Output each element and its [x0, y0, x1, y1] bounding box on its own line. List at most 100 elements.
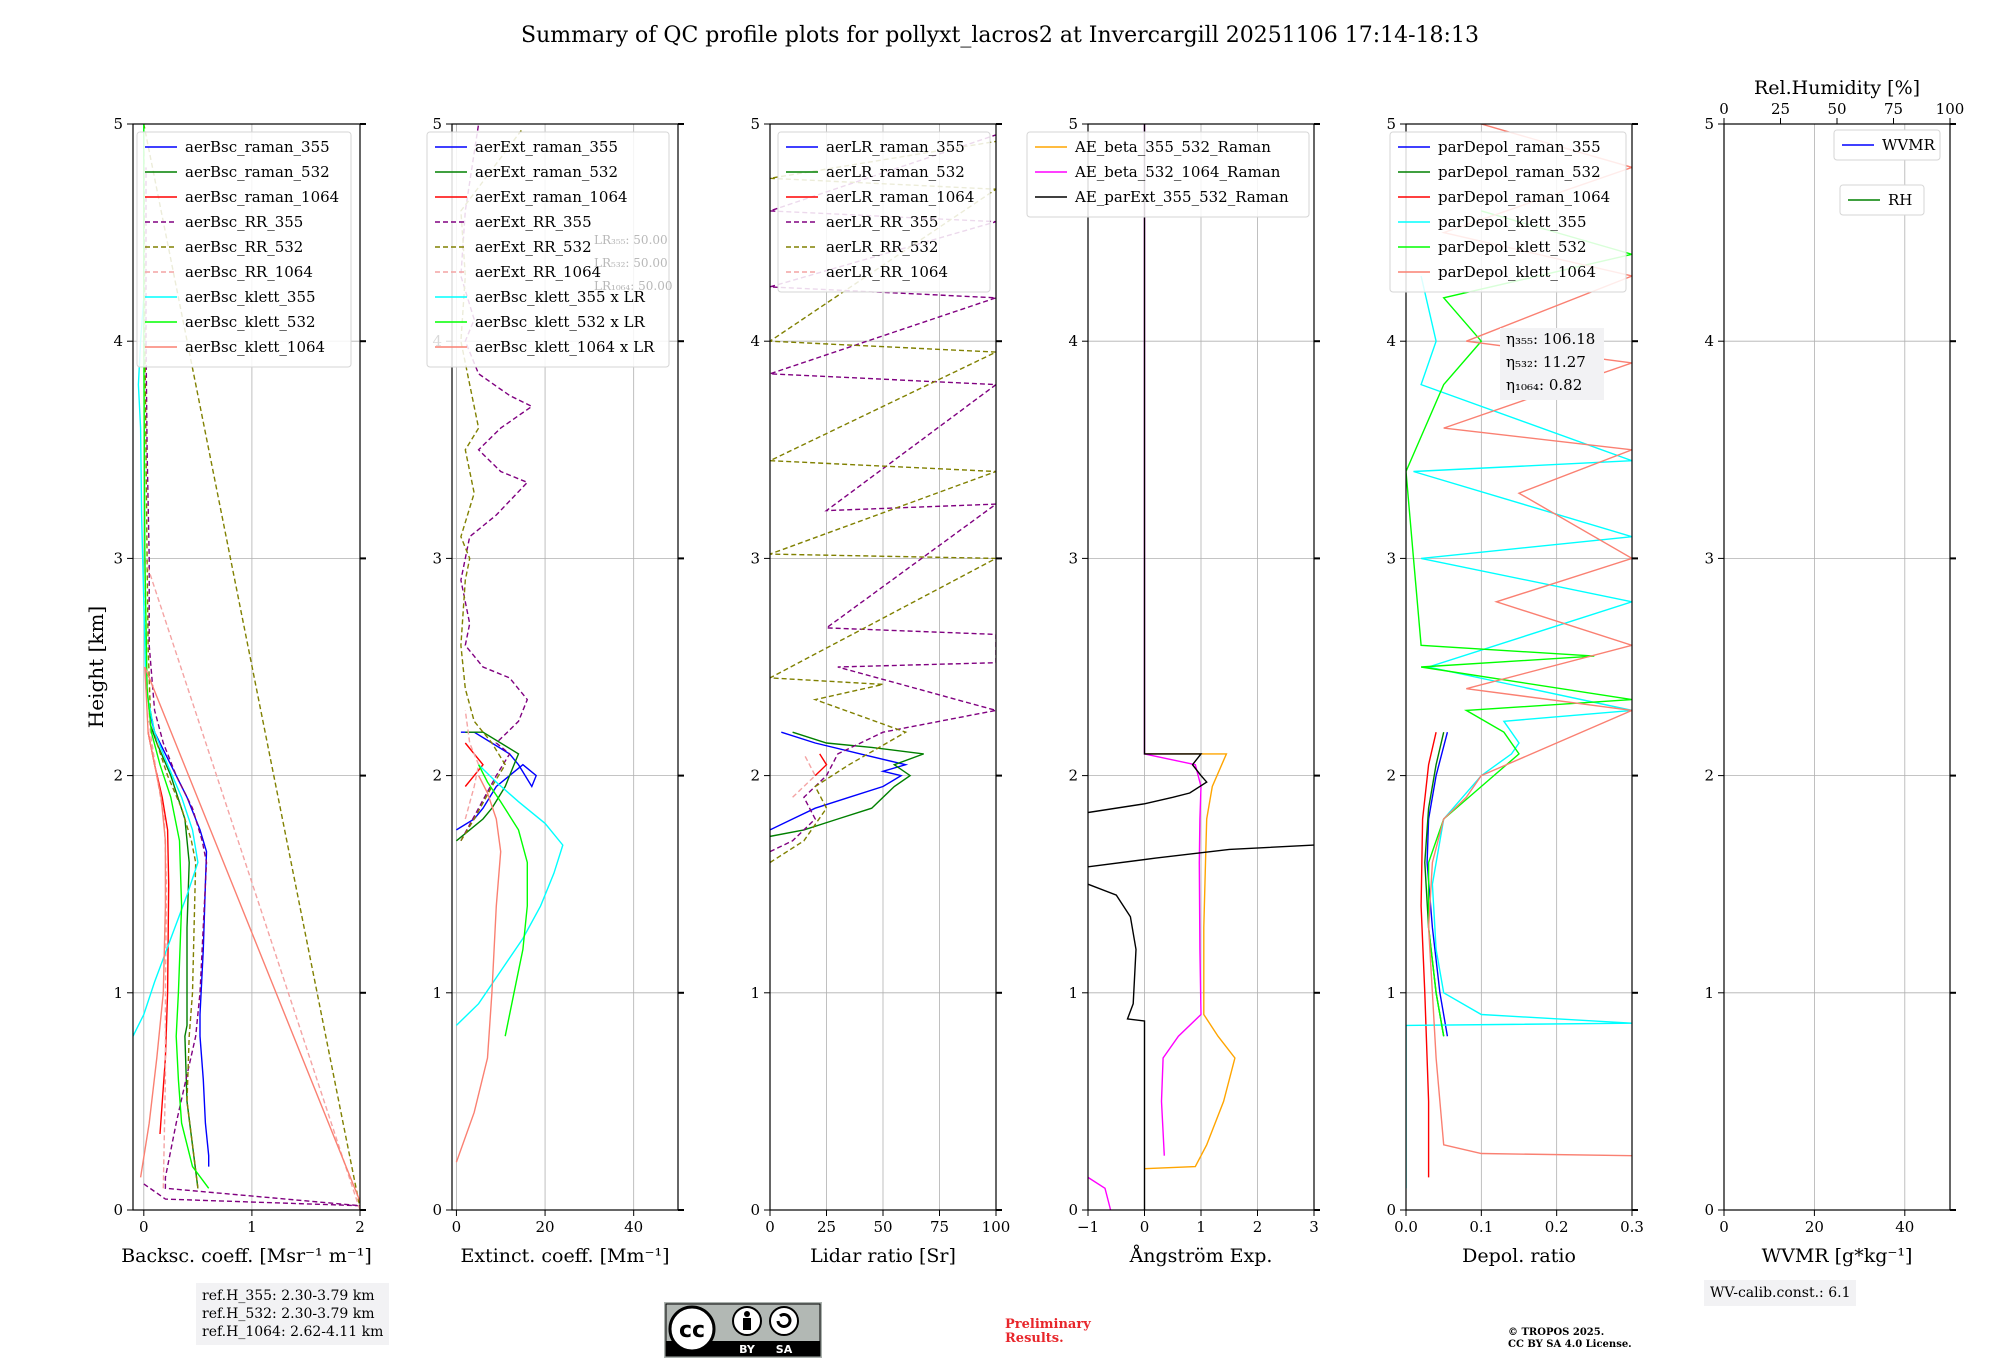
- legend-label: aerLR_raman_1064: [826, 188, 974, 206]
- panel-depol: 0.0 0.1 0.2 0.3 0 1 2 3 4 5 Depol. ratio parDepol_r…: [1386, 115, 1643, 1267]
- panel-bsc: 0 1 2 0 1 2 3 4 5 Backsc. coeff. [Msr⁻¹ m⁻¹] Heigh…: [84, 115, 372, 1267]
- prelim-line-1: Preliminary: [1005, 1317, 1091, 1332]
- x-axis-label: Extinct. coeff. [Mm⁻¹]: [460, 1245, 669, 1267]
- wv-calib-constant: WV-calib.const.: 6.1: [1710, 1285, 1851, 1301]
- legend-label: aerBsc_raman_355: [185, 138, 330, 156]
- legend-entry-WVMR: WVMR: [1833, 129, 1941, 161]
- series-parDepol_raman_355: [1426, 732, 1449, 1037]
- y-tick-label: 1: [1068, 984, 1078, 1002]
- x-tick-label: 0.0: [1394, 1218, 1418, 1236]
- series-AE_parExt_355_532_Raman_c: [1088, 124, 1208, 814]
- legend-label: aerExt_raman_1064: [475, 188, 628, 206]
- annotation-ext: LR₃₅₅: 50.00 LR₅₃₂: 50.00 LR₁₀₆₄: 50.00: [594, 233, 672, 293]
- series-parDepol_klett_1064: [1427, 124, 1632, 1157]
- annotation-depol: η₃₅₅: 106.18 η₅₃₂: 11.27 η₁₀₆₄: 0.82: [1500, 328, 1604, 400]
- tropos-line-2: CC BY SA 4.0 License.: [1508, 1339, 1632, 1350]
- series-AE_parExt_355_532_Raman: [1088, 883, 1146, 1210]
- series-parDepol_klett_355: [1406, 275, 1632, 1189]
- y-tick-label: 1: [1386, 984, 1396, 1002]
- legend-label: aerExt_RR_1064: [475, 263, 601, 281]
- x-tick-label: 0: [765, 1218, 775, 1236]
- legend-label: AE_beta_532_1064_Raman: [1074, 163, 1281, 181]
- x-tick-label: 2: [355, 1218, 365, 1236]
- series-parDepol_klett_532: [1406, 210, 1632, 1037]
- series-AE_beta_355_532_Raman: [1144, 753, 1236, 1170]
- legend-label: parDepol_klett_532: [1438, 238, 1587, 256]
- y-tick-label: 3: [113, 549, 123, 567]
- y-tick-label: 5: [432, 115, 442, 133]
- by-label: BY: [739, 1343, 756, 1356]
- legend-label: aerBsc_raman_1064: [185, 188, 339, 206]
- ref-h-532: ref.H_532: 2.30-3.79 km: [202, 1306, 375, 1322]
- legend-lr: aerLR_raman_355 aerLR_raman_532 aerLR_rama…: [777, 131, 991, 293]
- ref-h-355: ref.H_355: 2.30-3.79 km: [202, 1288, 375, 1304]
- x-axis-label: Backsc. coeff. [Msr⁻¹ m⁻¹]: [121, 1245, 372, 1267]
- legend-label: parDepol_raman_355: [1438, 138, 1601, 156]
- legend-label: AE_parExt_355_532_Raman: [1074, 188, 1289, 206]
- legend-label: aerLR_raman_355: [826, 138, 965, 156]
- y-tick-label: 0: [1704, 1201, 1714, 1219]
- legend-label: aerLR_RR_532: [826, 238, 938, 256]
- annotation-line: LR₃₅₅: 50.00: [594, 233, 668, 247]
- series-AE_beta_532_1064_Raman: [1088, 1176, 1112, 1210]
- series-aerBsc_RR_532: [143, 124, 360, 1208]
- axes-frame: [132, 123, 361, 1211]
- y-axis-label: Height [km]: [84, 606, 108, 728]
- legend-label: aerBsc_klett_355: [185, 288, 316, 306]
- legend-label: aerLR_RR_1064: [826, 263, 948, 281]
- top-tick-label: 50: [1827, 100, 1846, 118]
- panel-wv: 0 20 40 0 1 2 3 4 5 WVMR [g*kg⁻¹] 0 25 50 75 100 Rel.Hu…: [1704, 77, 1964, 1267]
- legend-label: aerBsc_klett_532 x LR: [475, 313, 646, 331]
- x-tick-label: 100: [982, 1218, 1011, 1236]
- legend-label: aerBsc_klett_532: [185, 313, 316, 331]
- series-aerBsc_klett_1064 x LR: [455, 775, 502, 1163]
- legend-label: aerBsc_RR_532: [185, 238, 303, 256]
- x-tick-label: 1: [247, 1218, 257, 1236]
- x-tick-label: 40: [624, 1218, 643, 1236]
- x-tick-label: 25: [817, 1218, 836, 1236]
- x-tick-label: 40: [1895, 1218, 1914, 1236]
- y-tick-label: 3: [750, 549, 760, 567]
- y-tick-label: 3: [432, 549, 442, 567]
- y-tick-label: 0: [432, 1201, 442, 1219]
- y-tick-label: 0: [113, 1201, 123, 1219]
- legend-label: aerBsc_raman_532: [185, 163, 330, 181]
- x-tick-label: 20: [1805, 1218, 1824, 1236]
- series-aerBsc_klett_355 x LR: [455, 764, 564, 1026]
- legend-label: aerExt_RR_355: [475, 213, 592, 231]
- annotation-line: η₁₀₆₄: 0.82: [1506, 376, 1582, 394]
- y-tick-label: 0: [750, 1201, 760, 1219]
- y-tick-label: 1: [1704, 984, 1714, 1002]
- y-tick-label: 1: [750, 984, 760, 1002]
- y-tick-label: 2: [113, 767, 123, 785]
- legend-depol: parDepol_raman_355 parDepol_raman_532 parD…: [1389, 131, 1627, 293]
- y-tick-label: 4: [1068, 332, 1078, 350]
- top-axis-label: Rel.Humidity [%]: [1754, 77, 1920, 99]
- series-aerBsc_klett_532: [143, 124, 210, 1189]
- y-tick-label: 0: [1068, 1201, 1078, 1219]
- x-tick-label: 50: [873, 1218, 892, 1236]
- reference-height-box: ref.H_355: 2.30-3.79 km ref.H_532: 2.30-…: [196, 1283, 390, 1345]
- x-axis-label: Ångström Exp.: [1129, 1245, 1273, 1267]
- legend-ae: AE_beta_355_532_Raman AE_beta_532_1064_Ra…: [1026, 131, 1310, 218]
- x-tick-label: 2: [1253, 1218, 1263, 1236]
- y-tick-label: 3: [1068, 549, 1078, 567]
- legend-label: WVMR: [1882, 136, 1936, 154]
- legend-label: aerBsc_klett_1064 x LR: [475, 338, 655, 356]
- preliminary-results-note: Preliminary Results.: [1005, 1318, 1091, 1346]
- sa-label: SA: [776, 1343, 793, 1356]
- x-axis-label: WVMR [g*kg⁻¹]: [1762, 1245, 1913, 1267]
- legend-label: parDepol_raman_532: [1438, 163, 1601, 181]
- series-aerBsc_RR_355: [143, 167, 360, 1207]
- legend-label: aerLR_RR_355: [826, 213, 938, 231]
- legend-label: AE_beta_355_532_Raman: [1074, 138, 1271, 156]
- series-aerLR_RR_532: [770, 140, 996, 864]
- legend-label: aerLR_raman_532: [826, 163, 965, 181]
- tropos-line-1: © TROPOS 2025.: [1508, 1327, 1605, 1338]
- annotation-line: η₅₃₂: 11.27: [1506, 353, 1586, 371]
- legend-bsc: aerBsc_raman_355 aerBsc_raman_532 aerBsc_r…: [136, 131, 352, 368]
- y-tick-label: 3: [1704, 549, 1714, 567]
- legend-label: aerBsc_RR_1064: [185, 263, 313, 281]
